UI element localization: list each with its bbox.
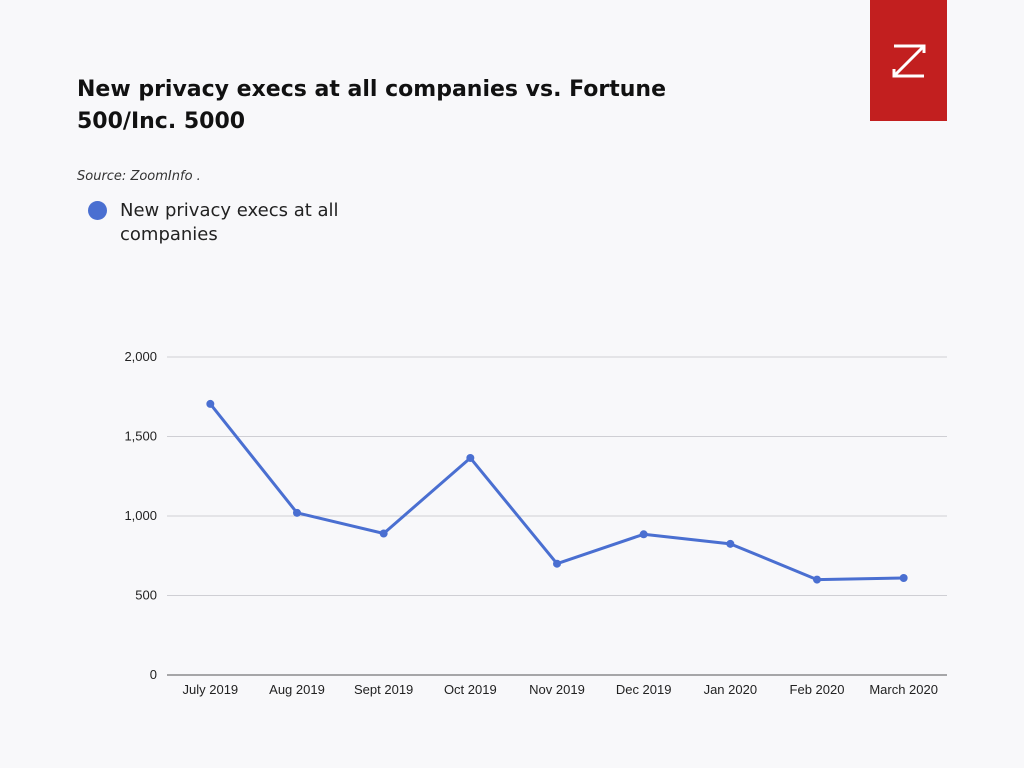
data-point	[206, 399, 215, 408]
y-tick-label: 1,500	[124, 429, 157, 444]
data-point	[639, 530, 648, 539]
logo	[870, 0, 947, 121]
chart-title: New privacy execs at all companies vs. F…	[77, 77, 666, 134]
x-tick-label: Nov 2019	[529, 682, 585, 697]
x-tick-label: July 2019	[183, 682, 239, 697]
x-tick-label: Dec 2019	[616, 682, 672, 697]
x-tick-label: Feb 2020	[790, 682, 845, 697]
x-tick-label: Oct 2019	[444, 682, 497, 697]
source-note: Source: ZoomInfo .	[77, 169, 201, 184]
data-point	[899, 574, 908, 583]
x-tick-label: Aug 2019	[269, 682, 325, 697]
y-tick-label: 0	[150, 667, 157, 682]
y-tick-label: 500	[135, 588, 157, 603]
data-point	[379, 529, 388, 538]
legend-label: New privacy execs at all companies	[120, 200, 339, 245]
y-tick-label: 2,000	[124, 349, 157, 364]
data-point	[466, 453, 475, 462]
x-tick-label: Sept 2019	[354, 682, 413, 697]
data-point	[726, 539, 735, 548]
y-tick-label: 1,000	[124, 508, 157, 523]
x-tick-label: March 2020	[869, 682, 938, 697]
data-point	[293, 508, 301, 517]
series-line	[208, 402, 906, 582]
data-point	[553, 559, 561, 568]
data-point	[813, 575, 821, 584]
x-tick-label: Jan 2020	[704, 682, 758, 697]
legend: New privacy execs at all companies	[88, 199, 388, 247]
zoominfo-z-logo-icon	[892, 44, 925, 77]
legend-marker	[88, 201, 107, 220]
